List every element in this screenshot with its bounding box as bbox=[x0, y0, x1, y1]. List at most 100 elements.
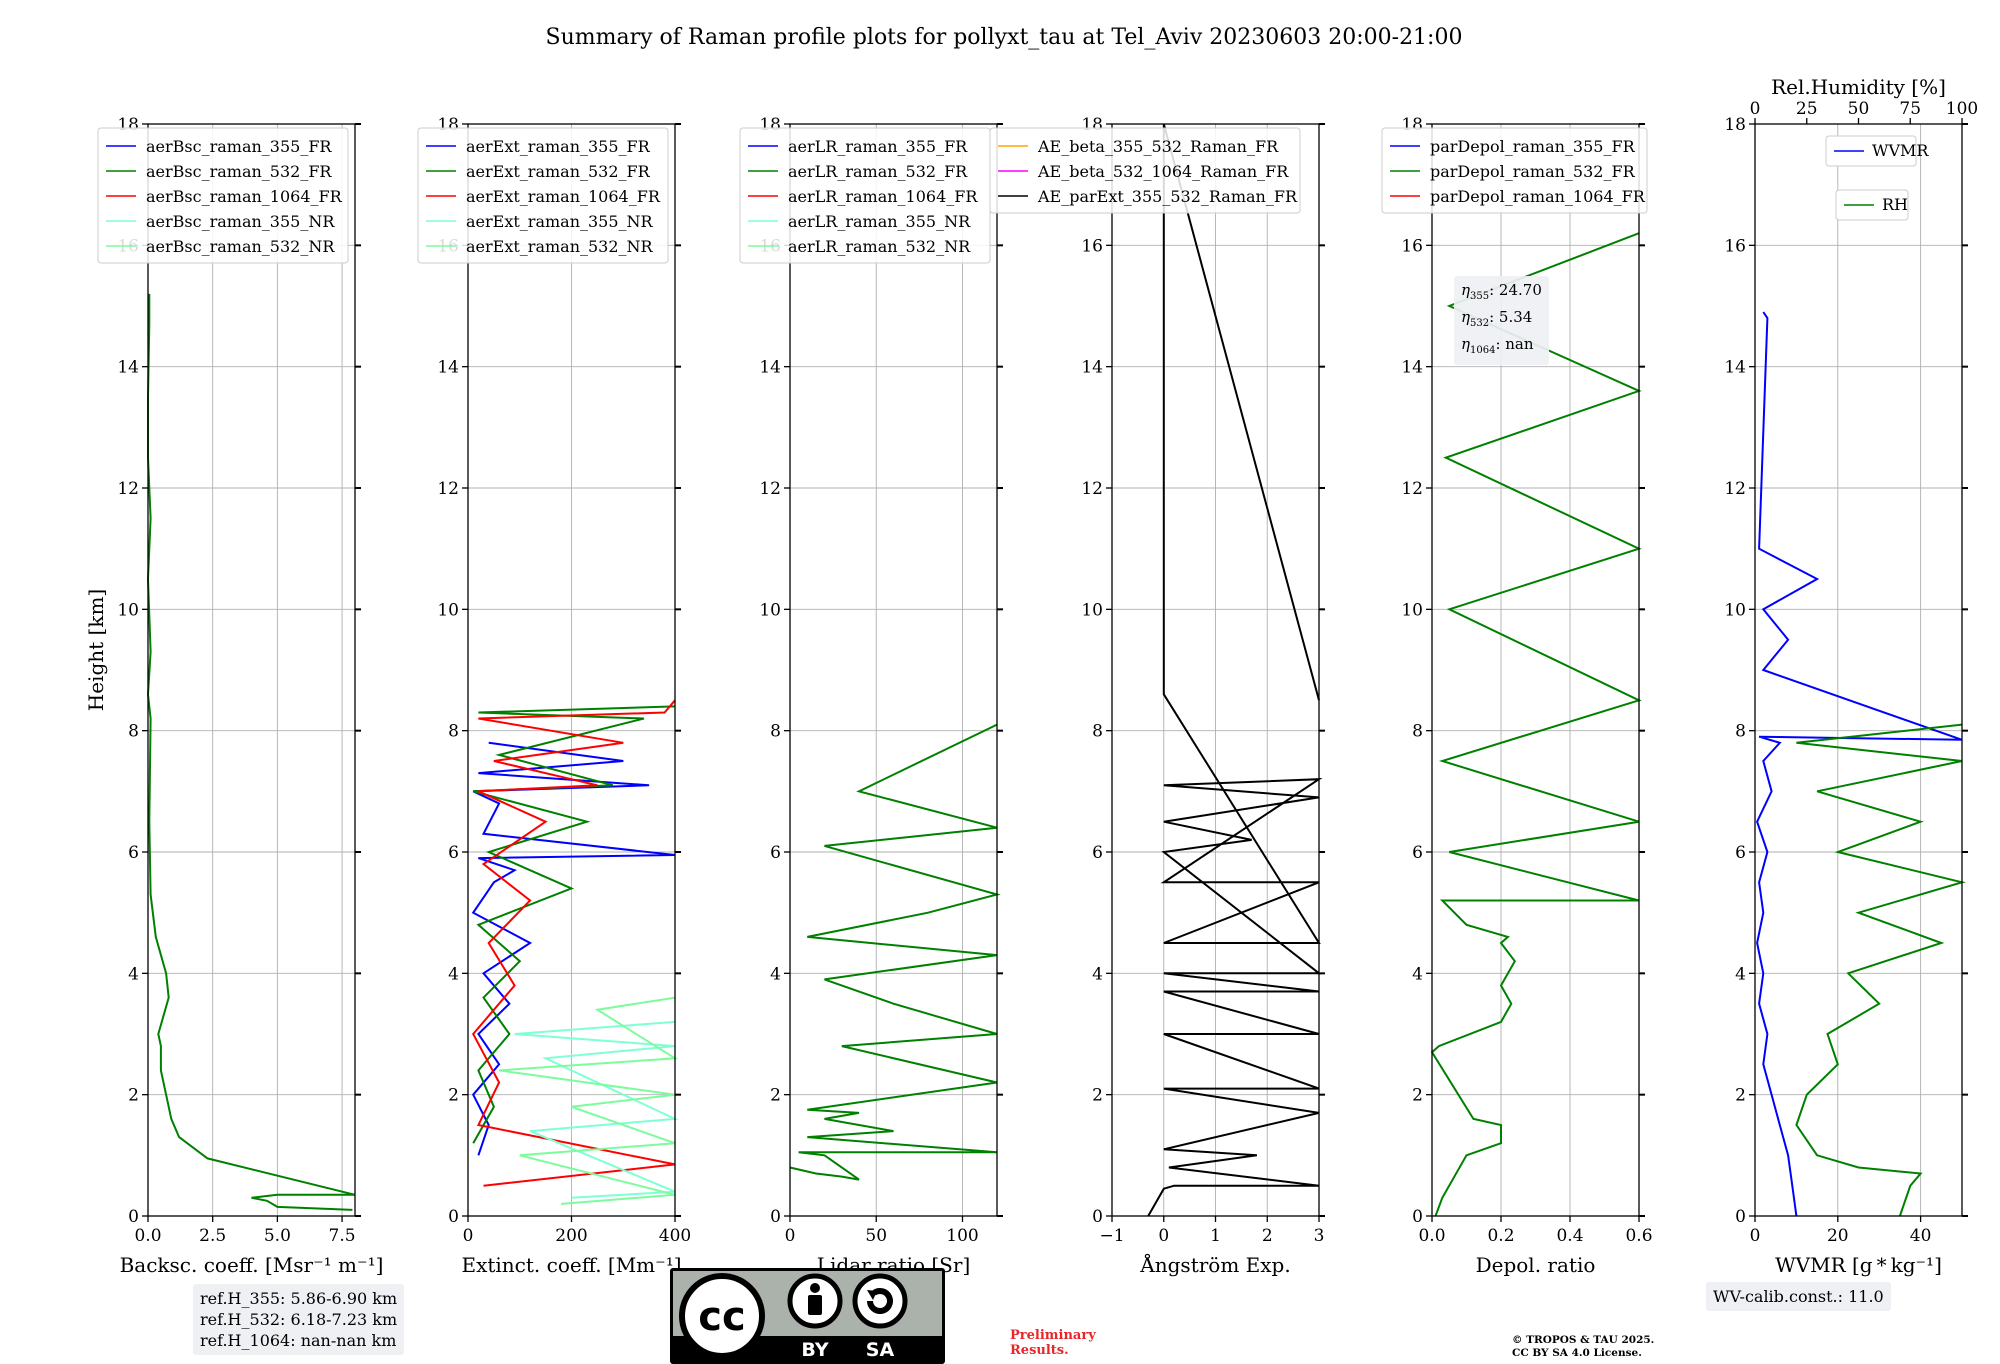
x-tick-label: 100 bbox=[946, 1226, 978, 1246]
x-axis-label: Depol. ratio bbox=[1476, 1253, 1596, 1277]
series-aerLR_raman_532_FR bbox=[789, 723, 1001, 1181]
y-tick-label: 12 bbox=[1081, 479, 1103, 499]
legend-label: aerLR_raman_532_NR bbox=[788, 237, 971, 256]
x-tick-label: 20 bbox=[1827, 1226, 1849, 1246]
legend-label: aerLR_raman_355_FR bbox=[788, 137, 968, 156]
top-x-tick-label: 50 bbox=[1848, 99, 1870, 119]
y-tick-label: 0 bbox=[770, 1207, 781, 1227]
legend-label: AE_parExt_355_532_Raman_FR bbox=[1037, 187, 1298, 206]
y-tick-label: 6 bbox=[1092, 843, 1103, 863]
series-aerBsc_raman_532_FR bbox=[146, 293, 356, 1211]
y-tick-label: 16 bbox=[1724, 236, 1746, 256]
legend-label: aerBsc_raman_355_FR bbox=[146, 137, 332, 156]
ref-height-355: ref.H_355: 5.86-6.90 km bbox=[200, 1289, 398, 1308]
legend-label: aerBsc_raman_355_NR bbox=[146, 212, 335, 231]
legend-label: aerBsc_raman_532_NR bbox=[146, 237, 335, 256]
plot-frame bbox=[1754, 123, 1963, 1217]
y-tick-label: 8 bbox=[1092, 722, 1103, 742]
cc-logo-icon bbox=[679, 1273, 765, 1359]
y-tick-label: 10 bbox=[117, 600, 139, 620]
sa-label: SA bbox=[866, 1339, 895, 1361]
y-tick-label: 14 bbox=[759, 358, 781, 378]
y-tick-label: 2 bbox=[1412, 1086, 1423, 1106]
y-tick-label: 4 bbox=[770, 964, 781, 984]
y-tick-label: 12 bbox=[1724, 479, 1746, 499]
legend-label: aerBsc_raman_1064_FR bbox=[146, 187, 343, 206]
legend-box bbox=[417, 127, 669, 264]
x-tick-label: 1 bbox=[1210, 1226, 1221, 1246]
y-tick-label: 6 bbox=[770, 843, 781, 863]
x-tick-label: 7.5 bbox=[329, 1226, 356, 1246]
preliminary-note: Preliminary Results. bbox=[1010, 1328, 1096, 1358]
y-tick-label: 18 bbox=[1724, 115, 1746, 135]
series-aerExt_raman_532_NR bbox=[498, 996, 679, 1205]
series-parDepol_raman_532_FR bbox=[1430, 232, 1642, 1217]
y-tick-label: 6 bbox=[448, 843, 459, 863]
x-tick-label: 0.6 bbox=[1625, 1226, 1652, 1246]
x-tick-label: 200 bbox=[555, 1226, 587, 1246]
x-tick-label: 0 bbox=[1750, 1226, 1761, 1246]
y-tick-label: 4 bbox=[1412, 964, 1423, 984]
x-tick-label: 0 bbox=[785, 1226, 796, 1246]
y-tick-label: 14 bbox=[117, 358, 139, 378]
x-tick-label: 50 bbox=[865, 1226, 887, 1246]
y-tick-label: 0 bbox=[448, 1207, 459, 1227]
by-label: BY bbox=[801, 1339, 828, 1361]
legend-label: aerExt_raman_532_NR bbox=[466, 237, 654, 256]
y-tick-label: 8 bbox=[1412, 722, 1423, 742]
series-RH bbox=[1795, 723, 1966, 1217]
y-tick-label: 14 bbox=[1401, 358, 1423, 378]
legend-box bbox=[97, 127, 349, 264]
x-axis-label: Backsc. coeff. [Msr⁻¹ m⁻¹] bbox=[120, 1253, 384, 1277]
x-tick-label: 3 bbox=[1314, 1226, 1325, 1246]
y-tick-label: 4 bbox=[128, 964, 139, 984]
y-tick-label: 16 bbox=[1081, 236, 1103, 256]
y-tick-label: 10 bbox=[1081, 600, 1103, 620]
y-tick-label: 6 bbox=[128, 843, 139, 863]
top-x-tick-label: 0 bbox=[1750, 99, 1761, 119]
y-tick-label: 12 bbox=[1401, 479, 1423, 499]
eta-355: η355: 24.70 bbox=[1461, 281, 1542, 302]
y-axis-label: Height [km] bbox=[84, 589, 108, 711]
legend-label: WVMR bbox=[1872, 141, 1929, 160]
y-tick-label: 4 bbox=[448, 964, 459, 984]
x-tick-label: 2.5 bbox=[199, 1226, 226, 1246]
eta-1064: η1064: nan bbox=[1461, 335, 1534, 356]
y-tick-label: 4 bbox=[1735, 964, 1746, 984]
y-tick-label: 2 bbox=[770, 1086, 781, 1106]
x-tick-label: 2 bbox=[1262, 1226, 1273, 1246]
x-tick-label: 0.0 bbox=[134, 1226, 161, 1246]
y-tick-label: 14 bbox=[1081, 358, 1103, 378]
y-tick-label: 0 bbox=[1735, 1207, 1746, 1227]
legend-label: RH bbox=[1882, 195, 1908, 214]
preliminary-line-1: Preliminary bbox=[1010, 1328, 1096, 1343]
legend-label: aerLR_raman_1064_FR bbox=[788, 187, 978, 206]
wv-calib-text: WV-calib.const.: 11.0 bbox=[1713, 1287, 1884, 1306]
y-tick-label: 2 bbox=[448, 1086, 459, 1106]
legend-label: aerLR_raman_355_NR bbox=[788, 212, 971, 231]
x-tick-label: 400 bbox=[659, 1226, 691, 1246]
y-tick-label: 14 bbox=[1724, 358, 1746, 378]
legend-label: aerExt_raman_355_FR bbox=[466, 137, 651, 156]
y-tick-label: 0 bbox=[128, 1207, 139, 1227]
x-tick-label: 0.0 bbox=[1418, 1226, 1445, 1246]
legend-label: AE_beta_355_532_Raman_FR bbox=[1037, 137, 1279, 156]
sa-sharealike-icon bbox=[852, 1273, 908, 1329]
y-tick-label: 10 bbox=[437, 600, 459, 620]
legend-label: aerExt_raman_532_FR bbox=[466, 162, 651, 181]
y-tick-label: 8 bbox=[1735, 722, 1746, 742]
y-tick-label: 16 bbox=[1401, 236, 1423, 256]
cc-logo-text: cc bbox=[698, 1294, 745, 1340]
y-tick-label: 10 bbox=[1401, 600, 1423, 620]
legend-label: AE_beta_532_1064_Raman_FR bbox=[1037, 162, 1289, 181]
y-tick-label: 2 bbox=[128, 1086, 139, 1106]
top-x-tick-label: 75 bbox=[1899, 99, 1921, 119]
cc-license-badge: cc BY SA bbox=[670, 1268, 945, 1364]
panel-extinction: 0246810121416180200400Extinct. coeff. [M… bbox=[417, 115, 691, 1277]
panel-lidar_ratio: 024681012141618050100Lidar ratio [Sr]aer… bbox=[739, 115, 1003, 1277]
